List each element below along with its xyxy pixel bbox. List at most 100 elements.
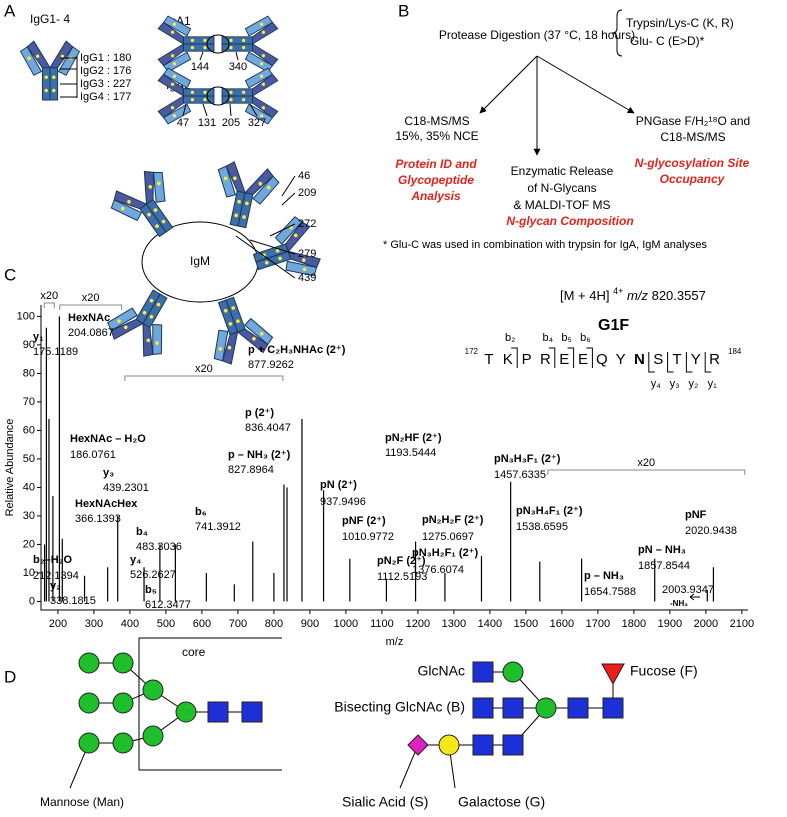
peak-mz: 1193.5444 — [385, 447, 436, 459]
peak-mz: 1538.6595 — [516, 521, 568, 533]
glycoform: G1F — [598, 317, 629, 334]
igg-site: IgG3 : 227 — [80, 78, 131, 90]
axes — [40, 305, 748, 611]
y-tick-label: 40 — [23, 481, 35, 493]
result: Analysis — [410, 189, 461, 203]
peak-mz: 338.1815 — [50, 595, 96, 607]
peptide-start: 172 — [465, 347, 479, 356]
monosaccharide — [438, 734, 460, 756]
method: of N-Glycans — [527, 181, 596, 195]
peak-name: pNF (2⁺) — [342, 515, 386, 527]
residue: E — [559, 351, 569, 368]
result: Occupancy — [660, 172, 726, 186]
peak-mz: 1457.6335 — [494, 469, 546, 481]
peak-name: y₄ — [130, 554, 141, 566]
result: Glycopeptide — [398, 173, 474, 187]
b-ion-marker — [511, 347, 518, 368]
x-tick-label: 1000 — [334, 618, 358, 630]
iga2-half — [222, 68, 278, 124]
precursor-mz: 820.3557 — [652, 288, 706, 303]
precursor-mz-label: m/z — [627, 288, 648, 303]
monosaccharide — [472, 697, 494, 719]
y-ion: y₄ — [651, 378, 662, 390]
monosaccharide — [472, 734, 494, 756]
x-tick-label: 800 — [265, 618, 283, 630]
peak-name: HexNAc – H₂O — [70, 433, 146, 445]
igm-monomer — [208, 159, 282, 233]
peak-name: pN₂H₂F (2⁺) — [422, 514, 484, 526]
monosaccharide — [78, 692, 100, 714]
zoom-label: x20 — [195, 363, 213, 375]
peak-name: pN₃H₃F₁ (2⁺) — [494, 453, 561, 465]
igm-site: 279 — [298, 248, 316, 260]
y-tick-label: 20 — [23, 538, 35, 550]
y-tick-label: 60 — [23, 424, 35, 436]
y-ion-marker — [685, 352, 693, 373]
peak-mz: 612.3477 — [145, 599, 191, 611]
mannose-label: Mannose (Man) — [40, 795, 124, 809]
core-box — [138, 637, 282, 771]
zoom-bracket — [547, 469, 746, 475]
igg-antibody — [21, 41, 80, 100]
peak-name: pN – NH₃ — [638, 544, 686, 556]
iga1-site: 340 — [229, 61, 247, 73]
residue: T — [672, 351, 681, 368]
y-tick-label: 0 — [29, 595, 35, 607]
result: N-glycan Composition — [506, 214, 633, 228]
x-tick-label: 900 — [301, 618, 319, 630]
panel-letter: A — [4, 1, 16, 20]
x-tick-label: 1500 — [514, 618, 538, 630]
peak-mz: 937.9496 — [320, 496, 366, 508]
monosaccharide — [407, 734, 429, 756]
b-ion: b₄ — [542, 332, 553, 344]
glycan-core — [69, 637, 282, 789]
iga2-half — [158, 68, 214, 124]
peak-mz: 2020.9438 — [685, 525, 737, 537]
x-tick-label: 600 — [193, 618, 211, 630]
result: N-glycosylation Site — [635, 156, 750, 170]
y-ion-marker — [704, 352, 712, 373]
loss-note: -NH₃ — [670, 599, 688, 608]
x-tick-label: 1800 — [622, 618, 646, 630]
peak-name: pN₂F (2⁺) — [377, 555, 426, 567]
precursor-charge: 4+ — [613, 286, 623, 296]
peak-name: pN₃H₄F₁ (2⁺) — [516, 505, 583, 517]
method: C18-MS/MS — [660, 130, 725, 144]
peak-mz: 483.3036 — [136, 541, 182, 553]
peak-name: pN₂HF (2⁺) — [385, 432, 442, 444]
monosaccharide — [502, 697, 524, 719]
monosaccharide — [602, 697, 624, 719]
method: Enzymatic Release — [511, 164, 614, 178]
peak-name: p – NH₃ — [584, 570, 624, 582]
monosaccharide — [112, 732, 134, 754]
b-ion: b₆ — [580, 332, 591, 344]
residue: S — [653, 351, 663, 368]
peak-mz: 1376.6074 — [412, 564, 464, 576]
b-ion-marker — [548, 347, 556, 368]
peak-mz: 1857.8544 — [638, 560, 690, 572]
fucose-label: Fucose (F) — [630, 663, 698, 679]
peak-mz: 175.1189 — [33, 346, 78, 358]
peak-name: y₃ — [103, 467, 114, 479]
monosaccharide — [535, 697, 557, 719]
y-tick-label: 70 — [23, 396, 35, 408]
x-tick-label: 200 — [49, 618, 67, 630]
peak-mz: 212.1394 — [33, 570, 79, 582]
zoom-label: x20 — [637, 457, 655, 469]
brace — [611, 9, 623, 57]
igm-monomer — [102, 279, 187, 364]
iga2-site: 327 — [248, 117, 266, 129]
peak-name: pN (2⁺) — [320, 479, 357, 491]
peptide-end: 184 — [728, 347, 742, 356]
peak-name: pN₃H₂F₁ (2⁺) — [412, 547, 478, 559]
loss-arrow — [689, 593, 700, 601]
zoom-bracket — [43, 302, 55, 308]
x-tick-label: 2000 — [694, 618, 718, 630]
panel-letter: B — [398, 1, 409, 20]
y-ion-marker — [667, 352, 674, 373]
igm-monomer — [105, 163, 191, 249]
arrow — [536, 55, 635, 114]
x-tick-label: 1900 — [658, 618, 682, 630]
peak-mz: 1010.9772 — [342, 531, 394, 543]
x-tick-label: 1300 — [442, 618, 466, 630]
